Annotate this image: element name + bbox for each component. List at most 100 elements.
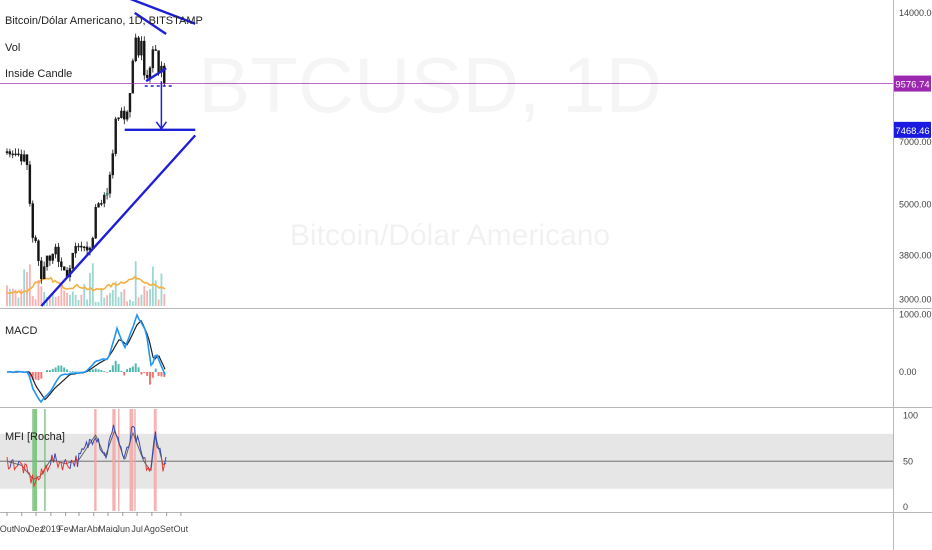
candle-body [143, 40, 146, 76]
macd-histogram-bar [106, 372, 109, 373]
inside-candle-indicator-label[interactable]: Inside Candle [5, 68, 72, 80]
candle-body [25, 154, 29, 166]
candle-body [51, 253, 54, 261]
volume-bar [40, 286, 43, 306]
inside-candle-marker [106, 193, 109, 196]
candle-body [28, 164, 32, 204]
volume-bar [71, 291, 74, 306]
macd-histogram-bar [103, 371, 106, 372]
candle-body [54, 246, 57, 255]
candle-body [14, 153, 17, 156]
macd-title[interactable]: MACD [5, 325, 37, 337]
candle-body [85, 246, 89, 251]
volume-bar [157, 299, 160, 306]
mfi-title[interactable]: MFI [Rocha] [5, 431, 65, 443]
candle-body [154, 49, 157, 51]
candle-body [31, 203, 34, 238]
macd-histogram-bar [77, 371, 80, 372]
volume-bar [117, 297, 120, 306]
macd-histogram-bar [146, 372, 149, 376]
volume-bar [149, 288, 151, 306]
volume-bar [137, 297, 140, 306]
price-tick-label: 14000.00 [899, 8, 932, 18]
volume-bar [11, 288, 14, 306]
macd-histogram-bar [154, 368, 157, 372]
mfi-tick-label: 0 [903, 502, 908, 512]
macd-histogram-bar [57, 365, 60, 372]
time-tick-label: Nov [14, 524, 31, 534]
price-tick-label: 7000.00 [899, 137, 932, 147]
volume-bar [26, 272, 28, 306]
macd-histogram-bar [149, 372, 151, 385]
current-price-badge-bg [894, 75, 931, 92]
candle-body [117, 117, 120, 120]
trendline [129, 0, 196, 25]
candle-body [128, 92, 132, 113]
candle-body [40, 260, 43, 280]
axes: 14000.007000.005000.003800.003000.001000… [0, 8, 932, 534]
volume-bar [140, 294, 143, 306]
mfi-tick-label: 50 [903, 456, 913, 466]
candle-body [100, 203, 103, 205]
macd-histogram-bar [160, 372, 163, 377]
candle-body [148, 67, 152, 78]
volume-bar [6, 285, 8, 306]
volume-bar [14, 289, 17, 306]
macd-histogram-bar [117, 364, 120, 372]
candle-body [123, 110, 126, 120]
volume-bar [80, 294, 83, 306]
candle-body [111, 153, 115, 176]
candle-body [114, 118, 117, 154]
macd-histogram-bar [40, 372, 43, 379]
macd-histogram-bar [151, 372, 154, 378]
symbol-title: Bitcoin/Dólar Americano, 1D, BITSTAMP [5, 15, 203, 27]
macd-histogram-bar [111, 365, 114, 372]
candle-body [120, 110, 123, 118]
volume-bar [160, 273, 163, 306]
macd-histogram-bar [97, 369, 100, 372]
volume-bar [163, 293, 166, 306]
macd-histogram-bar [28, 372, 31, 378]
time-tick-label: Out [174, 524, 189, 534]
macd-histogram-bar [140, 372, 143, 375]
volume-bar [8, 288, 11, 306]
macd-pane [6, 312, 166, 404]
macd-histogram-bar [68, 371, 71, 372]
volume-bar [77, 300, 80, 306]
volume-indicator-label[interactable]: Vol [5, 42, 20, 54]
volume-bar [74, 294, 77, 306]
candle-body [80, 245, 83, 248]
macd-tick-label: 1000.00 [899, 310, 932, 320]
candle-body [88, 247, 92, 251]
target-price-badge: 7468.46 [895, 126, 929, 137]
volume-bar [43, 291, 46, 306]
macd-histogram-bar [143, 372, 146, 374]
watermark-symbol: BTCUSD, 1D [198, 41, 662, 129]
candle-body [137, 37, 140, 56]
macd-histogram-bar [108, 369, 111, 372]
volume-bar [111, 289, 114, 306]
candle-body [140, 40, 143, 56]
price-tick-label: 5000.00 [899, 200, 932, 210]
macd-histogram-bar [74, 371, 77, 372]
mfi-overbought-zone [129, 409, 134, 511]
candle-body [71, 252, 74, 269]
candle-body [63, 266, 66, 271]
macd-histogram-bar [71, 371, 74, 372]
macd-histogram-bar [48, 370, 51, 372]
macd-histogram-bar [46, 370, 49, 372]
trendline [40, 134, 197, 307]
mfi-oversold-zone [44, 409, 46, 511]
candle-body [60, 261, 63, 267]
volume-bar [28, 264, 31, 306]
candle-body [5, 151, 9, 154]
candle-body [145, 74, 149, 78]
mfi-overbought-zone [155, 409, 157, 511]
macd-histogram-bar [137, 367, 140, 372]
volume-bar [60, 284, 63, 306]
candle-body [103, 194, 106, 204]
volume-bar [23, 269, 26, 306]
volume-bar [126, 301, 129, 306]
mfi-oversold-zone [33, 409, 38, 511]
candle-body [20, 154, 23, 162]
